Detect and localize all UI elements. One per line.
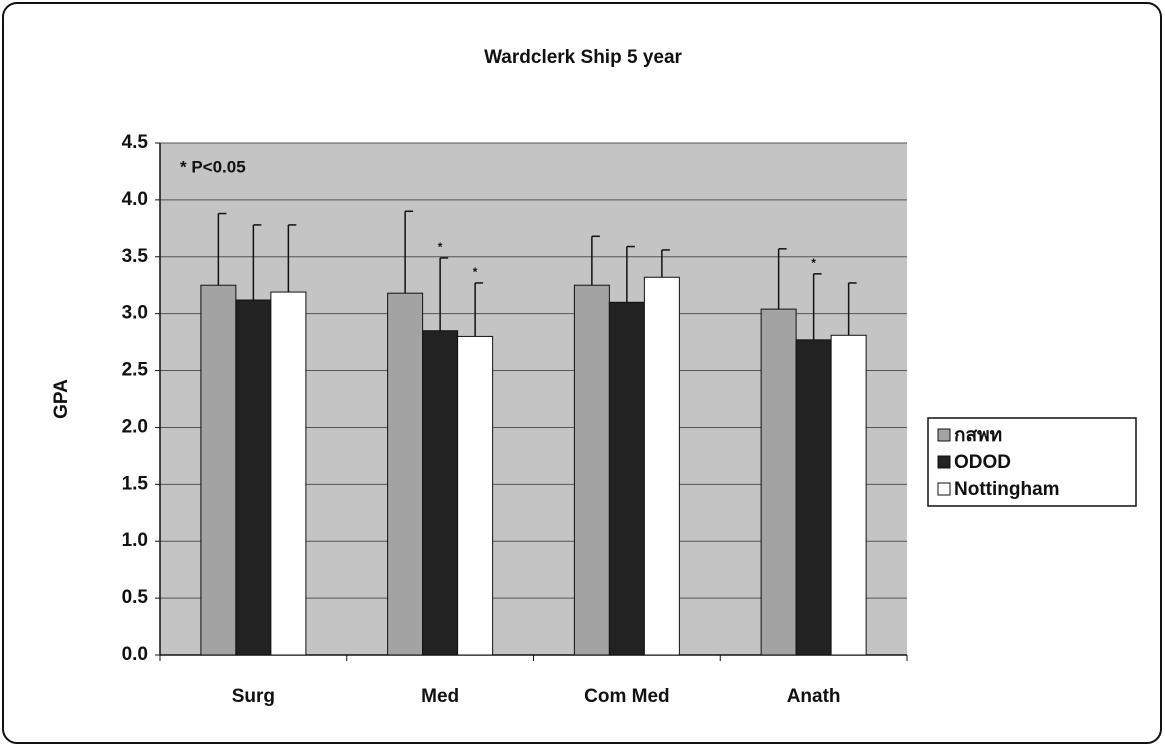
bar [795, 339, 832, 656]
y-tick-label: 2.0 [122, 416, 148, 437]
y-tick-label: 0.0 [122, 644, 148, 665]
bar [760, 308, 797, 656]
bar [643, 276, 680, 656]
bar [830, 334, 867, 656]
significance-mark: * [473, 265, 478, 279]
y-tick-label: 1.0 [122, 530, 148, 551]
legend [927, 417, 1137, 507]
significance-mark: * [438, 240, 443, 254]
x-tick-label: Com Med [584, 686, 670, 707]
x-tick-label: Anath [787, 686, 841, 707]
bar [387, 292, 424, 656]
legend-label: กสพท [954, 425, 1002, 446]
bar [573, 284, 610, 656]
bar [422, 330, 459, 656]
legend-swatch [937, 482, 951, 496]
chart-title: Wardclerk Ship 5 year [484, 47, 682, 68]
bar [270, 291, 307, 656]
y-tick-label: 0.5 [122, 587, 149, 608]
bar [608, 301, 645, 656]
bar [200, 284, 237, 656]
y-tick-label: 4.5 [122, 132, 149, 153]
bar [235, 299, 272, 656]
legend-swatch [937, 428, 951, 442]
y-tick-label: 4.0 [122, 189, 148, 210]
x-tick-label: Surg [232, 686, 275, 707]
legend-label: ODOD [954, 452, 1011, 473]
annotation: * P<0.05 [180, 157, 246, 176]
y-tick-label: 2.5 [122, 360, 149, 381]
y-tick-label: 3.0 [122, 303, 148, 324]
y-axis-label: GPA [51, 379, 72, 419]
legend-label: Nottingham [954, 479, 1060, 500]
bar [457, 335, 494, 656]
significance-mark: * [811, 256, 816, 270]
y-tick-label: 3.5 [122, 246, 149, 267]
legend-swatch [937, 455, 951, 469]
x-tick-label: Med [421, 686, 459, 707]
y-tick-label: 1.5 [122, 473, 149, 494]
